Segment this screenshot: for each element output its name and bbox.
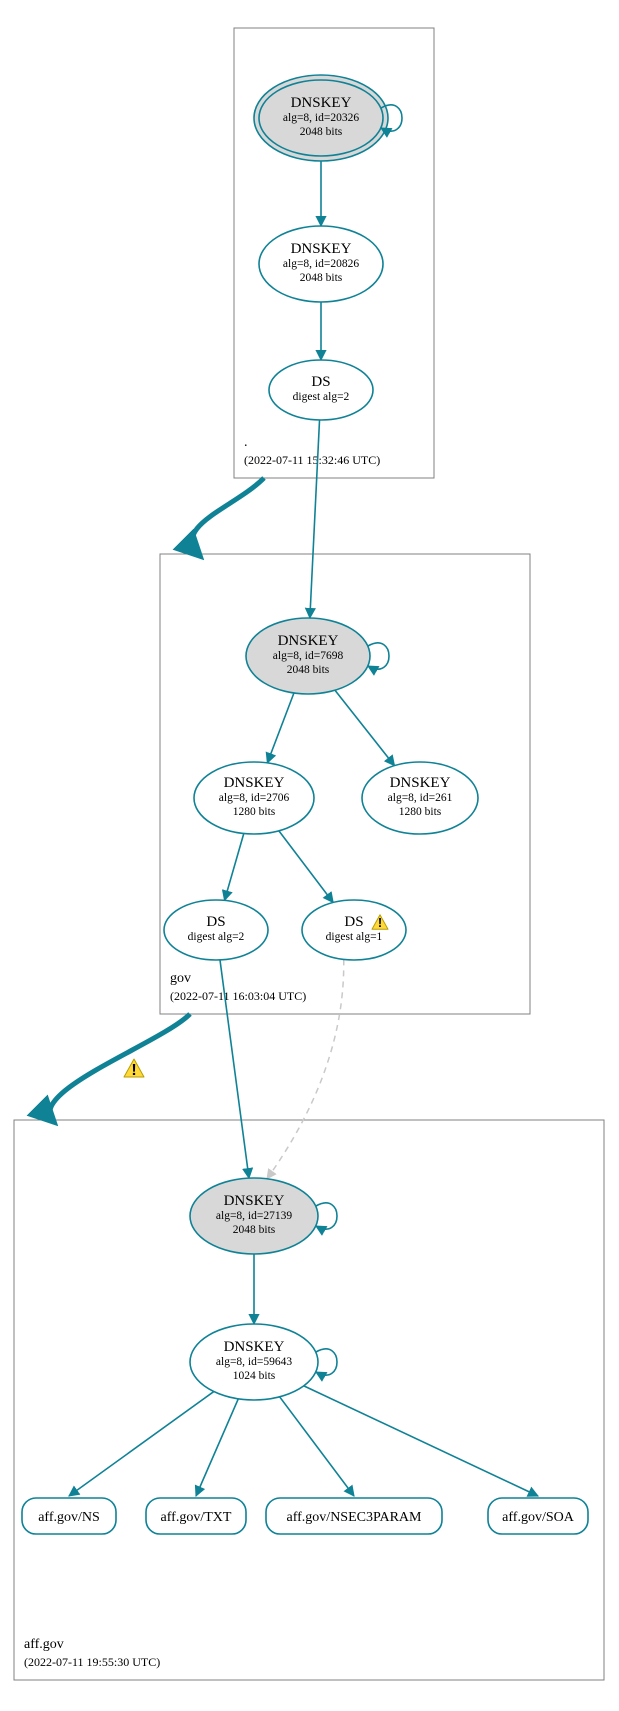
node-detail: 2048 bits [300, 272, 343, 284]
node-root_ksk: DNSKEYalg=8, id=20326 2048 bits [254, 75, 402, 161]
zone-label: . [244, 435, 248, 450]
edge [304, 1386, 538, 1496]
zone-label: aff.gov [24, 1637, 64, 1652]
node-aff_ksk: DNSKEYalg=8, id=27139 2048 bits [190, 1178, 337, 1254]
edge [69, 1392, 214, 1496]
node-root_ds: DSdigest alg=2 [269, 360, 373, 420]
node-title: DS [311, 374, 330, 390]
node-title: DNSKEY [278, 633, 339, 649]
edge [335, 690, 395, 765]
node-rr_nsec3: aff.gov/NSEC3PARAM [266, 1498, 442, 1534]
node-detail: alg=8, id=261 [388, 792, 453, 804]
node-detail: 2048 bits [300, 126, 343, 138]
svg-text:!: ! [378, 915, 382, 930]
nodes: DNSKEYalg=8, id=203262048 bitsDNSKEYalg=… [22, 75, 588, 1534]
rr-label: aff.gov/NS [38, 1510, 100, 1525]
edges: ! [50, 156, 538, 1496]
node-gov_ds1: DSdigest alg=2 [164, 900, 268, 960]
node-rr_soa: aff.gov/SOA [488, 1498, 588, 1534]
zone-label: gov [170, 971, 191, 986]
node-gov_zsk1: DNSKEYalg=8, id=2706 1280 bits [194, 762, 314, 834]
node-detail: alg=8, id=20826 [283, 258, 359, 270]
node-detail: 1024 bits [233, 1370, 276, 1382]
node-root_zsk: DNSKEYalg=8, id=20826 2048 bits [259, 226, 383, 302]
rr-label: aff.gov/NSEC3PARAM [287, 1510, 423, 1525]
delegation-edge [192, 478, 264, 556]
node-title: DNSKEY [224, 1193, 285, 1209]
edge [225, 833, 244, 900]
node-title: DS [206, 914, 225, 930]
node-title: DNSKEY [224, 1339, 285, 1355]
zone-timestamp: (2022-07-11 15:32:46 UTC) [244, 453, 380, 467]
edge [310, 420, 320, 618]
node-detail: alg=8, id=7698 [273, 650, 344, 662]
node-rr_ns: aff.gov/NS [22, 1498, 116, 1534]
node-detail: alg=8, id=59643 [216, 1356, 292, 1368]
edge [279, 831, 333, 903]
node-detail: alg=8, id=20326 [283, 112, 359, 124]
edge [196, 1399, 238, 1496]
node-rr_txt: aff.gov/TXT [146, 1498, 246, 1534]
dnssec-trust-tree: . (2022-07-11 15:32:46 UTC) gov (2022-07-11… [0, 0, 619, 1711]
node-title: DS [344, 914, 363, 930]
node-detail: 2048 bits [233, 1224, 276, 1236]
edge [267, 693, 294, 763]
node-title: DNSKEY [224, 775, 285, 791]
node-title: DNSKEY [390, 775, 451, 791]
node-detail: digest alg=1 [326, 931, 383, 943]
edge [280, 1397, 354, 1496]
zone-timestamp: (2022-07-11 16:03:04 UTC) [170, 989, 306, 1003]
node-gov_ds2: DS digest alg=1! [302, 900, 406, 960]
rr-label: aff.gov/SOA [502, 1510, 575, 1525]
svg-text:!: ! [131, 1062, 136, 1079]
zone-timestamp: (2022-07-11 19:55:30 UTC) [24, 1655, 160, 1669]
node-title: DNSKEY [291, 241, 352, 257]
node-gov_zsk2: DNSKEYalg=8, id=261 1280 bits [362, 762, 478, 834]
node-detail: digest alg=2 [188, 931, 245, 943]
node-detail: alg=8, id=27139 [216, 1210, 292, 1222]
node-detail: alg=8, id=2706 [219, 792, 290, 804]
node-title: DNSKEY [291, 95, 352, 111]
node-detail: digest alg=2 [293, 391, 350, 403]
node-gov_ksk: DNSKEYalg=8, id=7698 2048 bits [246, 618, 389, 694]
node-detail: 1280 bits [399, 806, 442, 818]
node-detail: 1280 bits [233, 806, 276, 818]
rr-label: aff.gov/TXT [161, 1510, 232, 1525]
delegation-edge [50, 1014, 190, 1122]
node-aff_zsk: DNSKEYalg=8, id=59643 1024 bits [190, 1324, 337, 1400]
node-detail: 2048 bits [287, 664, 330, 676]
